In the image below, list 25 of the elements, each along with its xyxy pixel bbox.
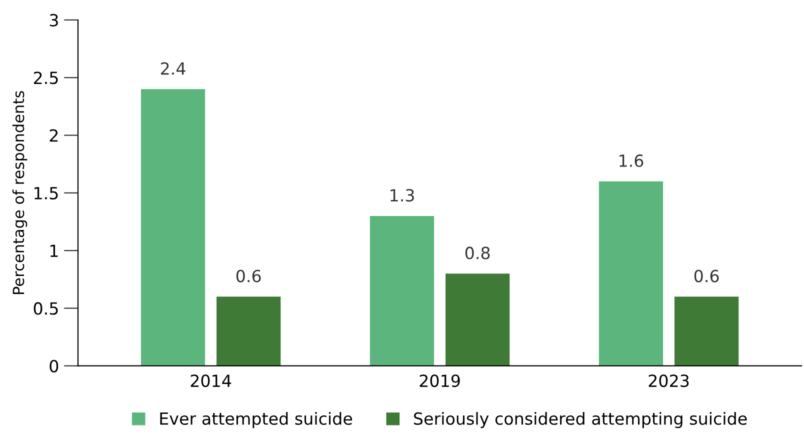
bar <box>446 274 510 366</box>
data-label: 1.6 <box>620 154 644 168</box>
y-tick-label: 0 <box>50 360 58 372</box>
y-tick-label: 1.5 <box>34 187 58 200</box>
data-label: 1.3 <box>390 189 414 202</box>
x-tick-label: 2019 <box>420 374 460 388</box>
bar <box>140 89 206 366</box>
bar <box>674 296 739 366</box>
y-tick-label: 2 <box>50 129 58 142</box>
y-tick-label: 3 <box>50 14 58 27</box>
legend-label: Seriously considered attempting suicide <box>414 412 747 428</box>
x-tick-label: 2023 <box>648 374 689 388</box>
data-label: 0.6 <box>236 270 261 282</box>
y-axis-title: Percentage of respondents <box>12 91 28 294</box>
y-tick-label: 0.5 <box>34 302 58 315</box>
bar <box>216 296 281 366</box>
x-tick-label: 2014 <box>190 374 232 388</box>
y-tick-label: 1 <box>50 244 58 257</box>
legend-label: Ever attempted suicide <box>160 412 352 428</box>
data-label: 0.6 <box>694 270 719 282</box>
bar <box>370 216 434 366</box>
y-tick-label: 2.5 <box>34 72 58 84</box>
data-label: 0.8 <box>465 246 490 260</box>
data-label: 2.4 <box>160 62 186 75</box>
bar <box>598 181 664 366</box>
